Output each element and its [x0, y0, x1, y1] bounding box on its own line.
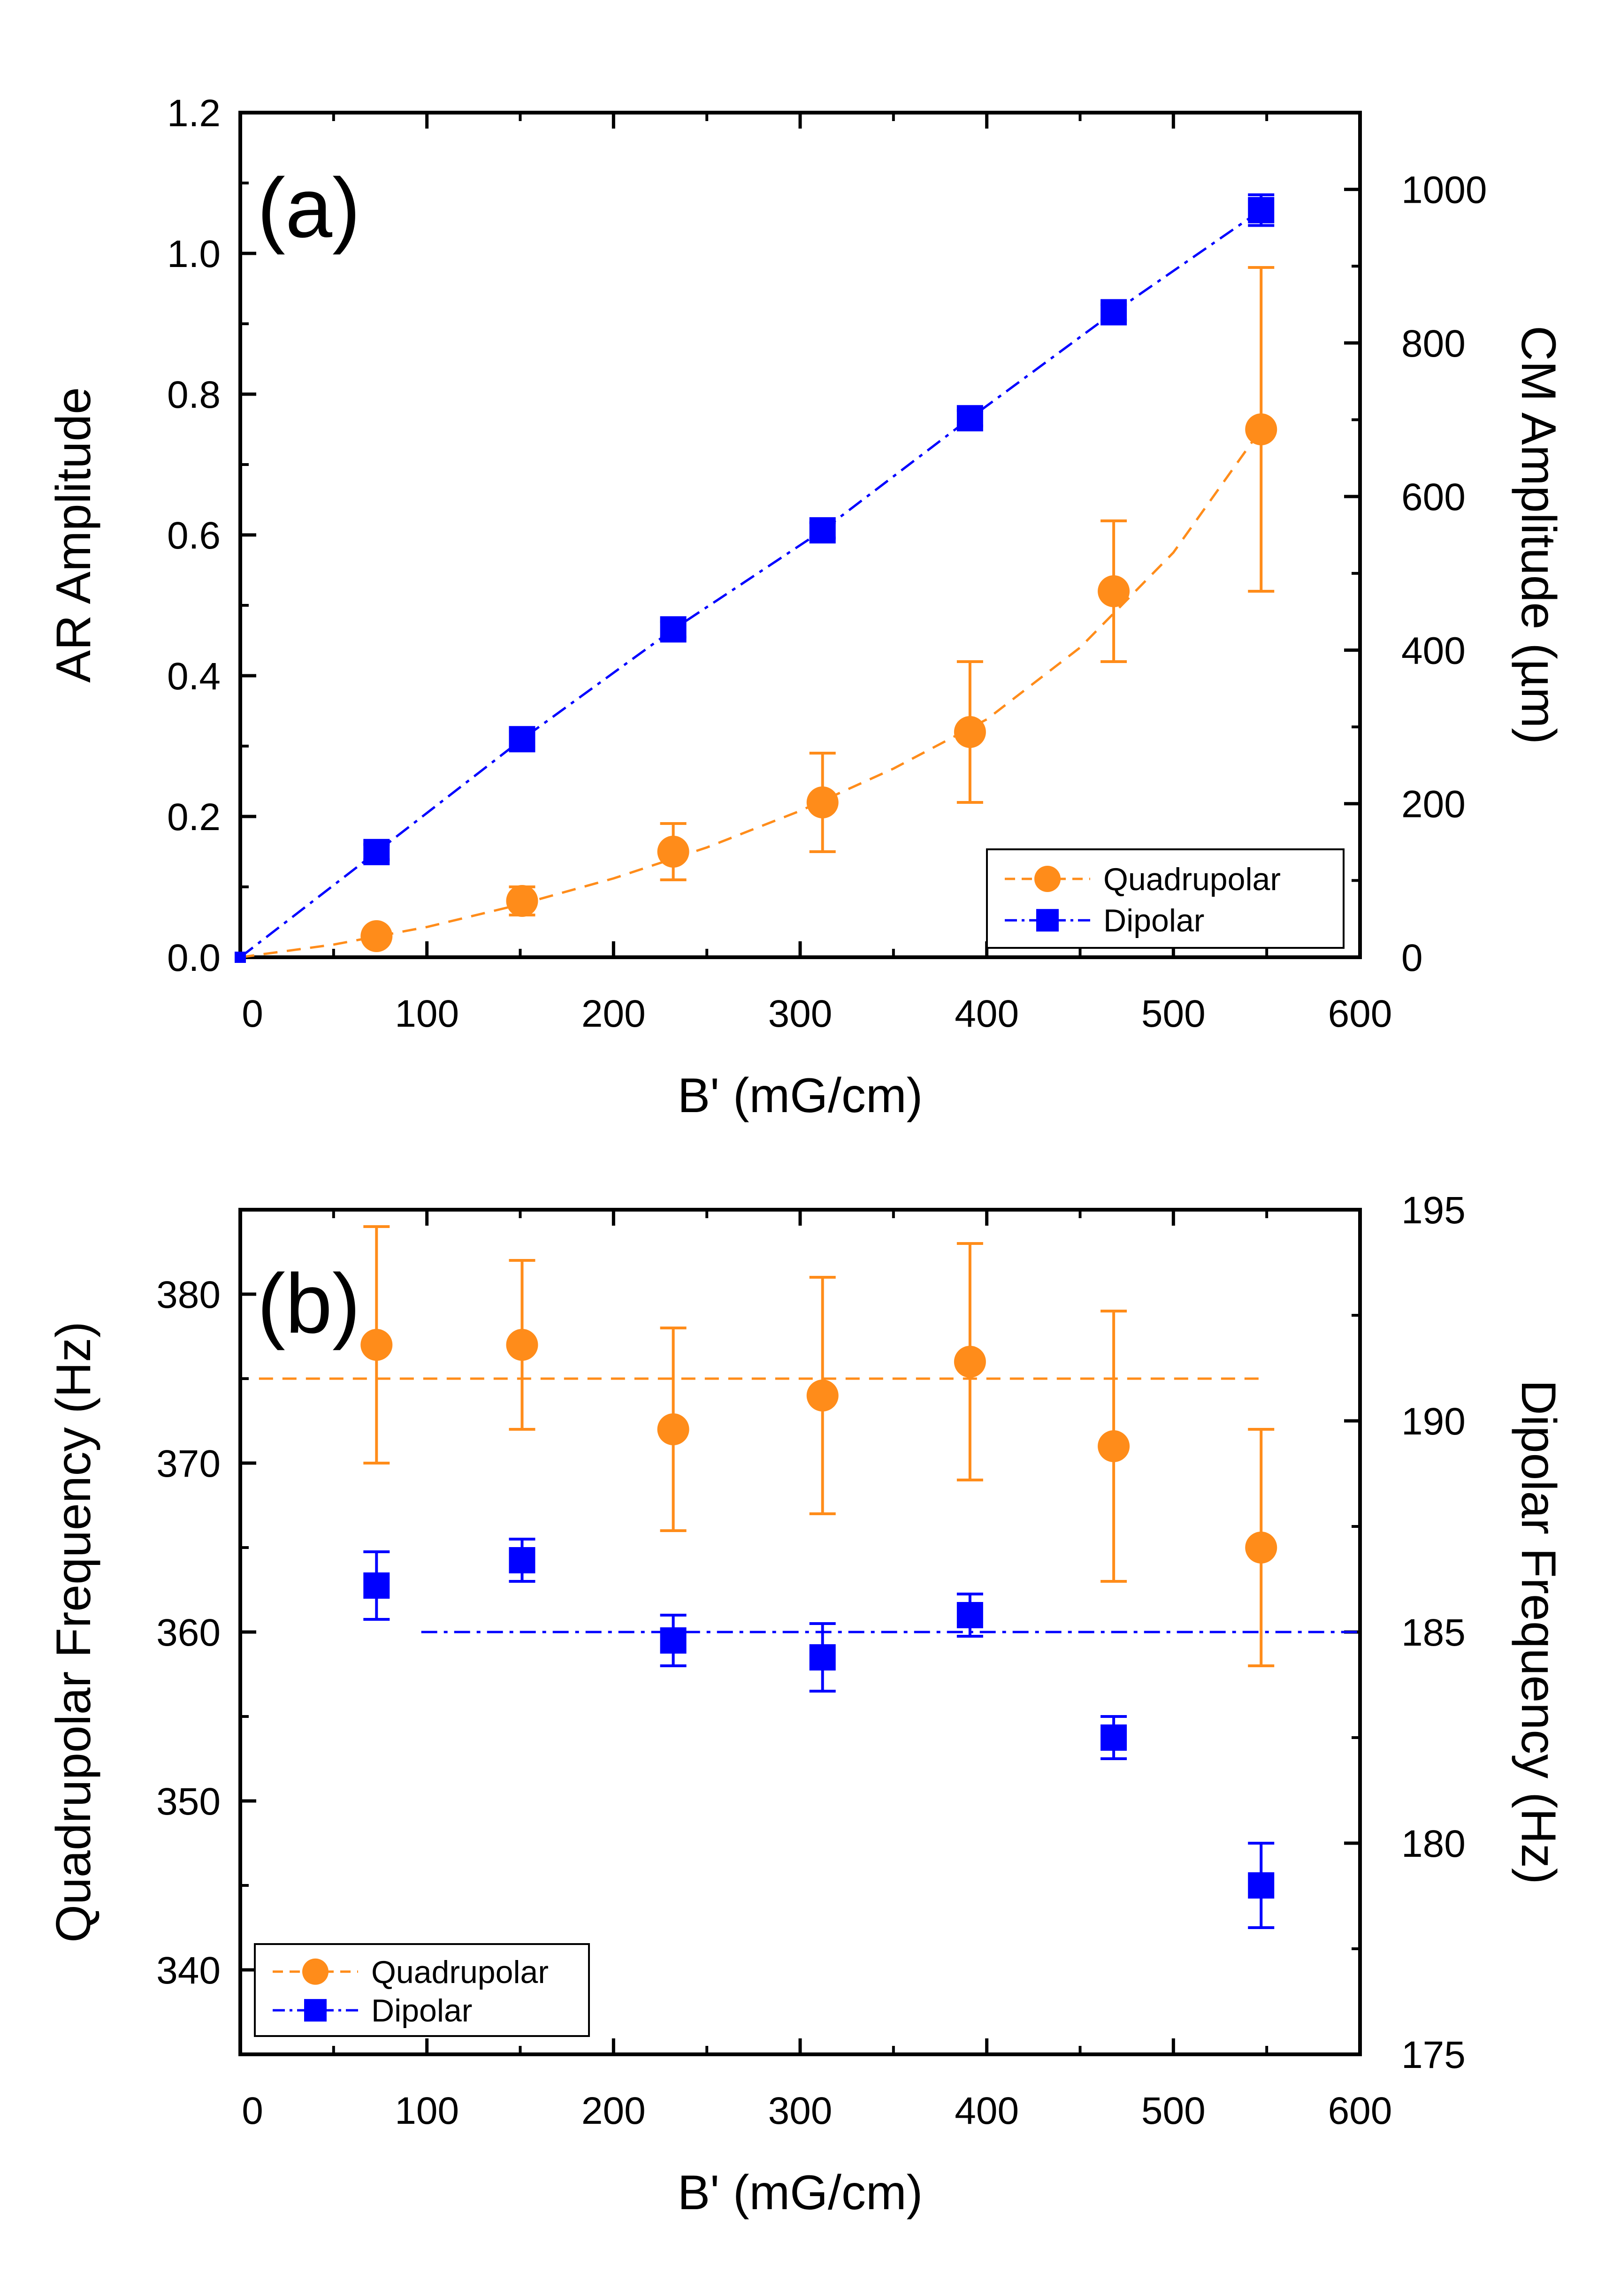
data-point-dipolar — [660, 1627, 687, 1654]
y-tick-label: 0.4 — [167, 655, 221, 698]
data-point-quadrupolar — [806, 786, 839, 818]
legend-marker-quadrupolar — [302, 1958, 329, 1985]
data-point-quadrupolar — [360, 1329, 393, 1361]
data-point-quadrupolar — [1098, 575, 1130, 607]
x-axis-title: B' (mG/cm) — [678, 2166, 923, 2220]
data-point-dipolar — [1101, 1724, 1127, 1751]
x-tick-label: 600 — [1328, 2090, 1392, 2132]
x-tick-label: 500 — [1141, 2090, 1206, 2132]
y2-tick-label: 185 — [1401, 1611, 1466, 1654]
data-point-quadrupolar — [506, 1329, 538, 1361]
y2-axis-title: CM Amplitude (µm) — [1511, 326, 1566, 744]
panel-label: (b) — [257, 1257, 360, 1351]
data-point-dipolar — [363, 839, 390, 865]
legend-marker-quadrupolar — [1034, 866, 1061, 892]
fit-line-dipolar — [239, 209, 1262, 958]
y-tick-label: 360 — [156, 1611, 221, 1654]
y2-tick-label: 1000 — [1401, 169, 1487, 212]
legend-label: Quadrupolar — [371, 1954, 549, 1990]
x-tick-label: 400 — [955, 2090, 1019, 2132]
y-tick-label: 0.0 — [167, 937, 221, 979]
x-tick-label: 100 — [395, 2090, 459, 2132]
data-point-dipolar — [235, 952, 246, 963]
y2-tick-label: 200 — [1401, 783, 1466, 826]
legend-label: Quadrupolar — [1103, 862, 1281, 897]
y-tick-label: 350 — [156, 1780, 221, 1823]
y2-tick-label: 180 — [1401, 1823, 1466, 1865]
data-point-quadrupolar — [1245, 413, 1277, 445]
data-point-dipolar — [1248, 1872, 1275, 1899]
data-point-dipolar — [956, 1602, 983, 1628]
y-tick-label: 340 — [156, 1949, 221, 1992]
legend-marker-dipolar — [1036, 909, 1059, 932]
data-point-dipolar — [509, 1547, 535, 1573]
x-tick-label: 300 — [768, 992, 833, 1035]
fit-line-quadrupolar — [240, 428, 1262, 959]
x-tick-label: 0 — [242, 2090, 263, 2132]
y2-tick-label: 800 — [1401, 322, 1466, 365]
data-point-quadrupolar — [1245, 1532, 1277, 1564]
x-tick-label: 300 — [768, 2090, 833, 2132]
x-tick-label: 0 — [242, 992, 263, 1035]
data-point-dipolar — [363, 1572, 390, 1599]
y-tick-label: 370 — [156, 1442, 221, 1485]
y-tick-label: 1.0 — [167, 233, 221, 275]
data-point-dipolar — [1101, 299, 1127, 326]
data-point-quadrupolar — [657, 836, 689, 868]
y-tick-label: 380 — [156, 1274, 221, 1316]
x-tick-label: 500 — [1141, 992, 1206, 1035]
x-tick-label: 100 — [395, 992, 459, 1035]
y-tick-label: 1.2 — [167, 92, 221, 135]
data-point-quadrupolar — [360, 920, 393, 952]
y-axis-title: AR Amplitude — [46, 387, 101, 683]
data-point-dipolar — [809, 517, 836, 544]
data-point-quadrupolar — [954, 716, 986, 748]
data-point-quadrupolar — [806, 1380, 839, 1411]
y2-tick-label: 195 — [1401, 1189, 1466, 1232]
data-point-dipolar — [1248, 197, 1275, 223]
y2-tick-label: 175 — [1401, 2034, 1466, 2076]
legend-label: Dipolar — [371, 1993, 472, 2029]
x-axis-title: B' (mG/cm) — [678, 1068, 923, 1123]
y-tick-label: 0.8 — [167, 374, 221, 416]
y2-tick-label: 190 — [1401, 1400, 1466, 1443]
panel-a: 0 100 200 300 400 500 600 0.0 0.2 0.4 0.6 0.8 1.0 1.2… — [46, 92, 1566, 1123]
y2-tick-label: 0 — [1401, 937, 1423, 979]
x-tick-label: 200 — [581, 2090, 646, 2132]
x-tick-label: 200 — [581, 992, 646, 1035]
data-point-dipolar — [660, 616, 687, 643]
y2-tick-label: 600 — [1401, 476, 1466, 519]
y2-axis-title: Dipolar Frequency (Hz) — [1511, 1380, 1566, 1884]
data-point-dipolar — [956, 405, 983, 432]
x-tick-label: 400 — [955, 992, 1019, 1035]
panel-b: 0 100 200 300 400 500 600 340 350 360 370 380 175 180… — [46, 1189, 1566, 2220]
legend-label: Dipolar — [1103, 903, 1204, 938]
y2-tick-label: 400 — [1401, 629, 1466, 672]
data-point-quadrupolar — [657, 1413, 689, 1445]
data-point-quadrupolar — [1098, 1430, 1130, 1462]
panel-label: (a) — [257, 161, 360, 255]
y-tick-label: 0.2 — [167, 796, 221, 839]
data-point-dipolar — [809, 1644, 836, 1671]
data-point-quadrupolar — [506, 885, 538, 917]
y-axis-title: Quadrupolar Frequency (Hz) — [46, 1321, 101, 1943]
x-tick-label: 600 — [1328, 992, 1392, 1035]
y-tick-label: 0.6 — [167, 514, 221, 557]
data-point-dipolar — [509, 726, 535, 753]
data-point-quadrupolar — [954, 1346, 986, 1378]
legend-marker-dipolar — [304, 1999, 327, 2022]
